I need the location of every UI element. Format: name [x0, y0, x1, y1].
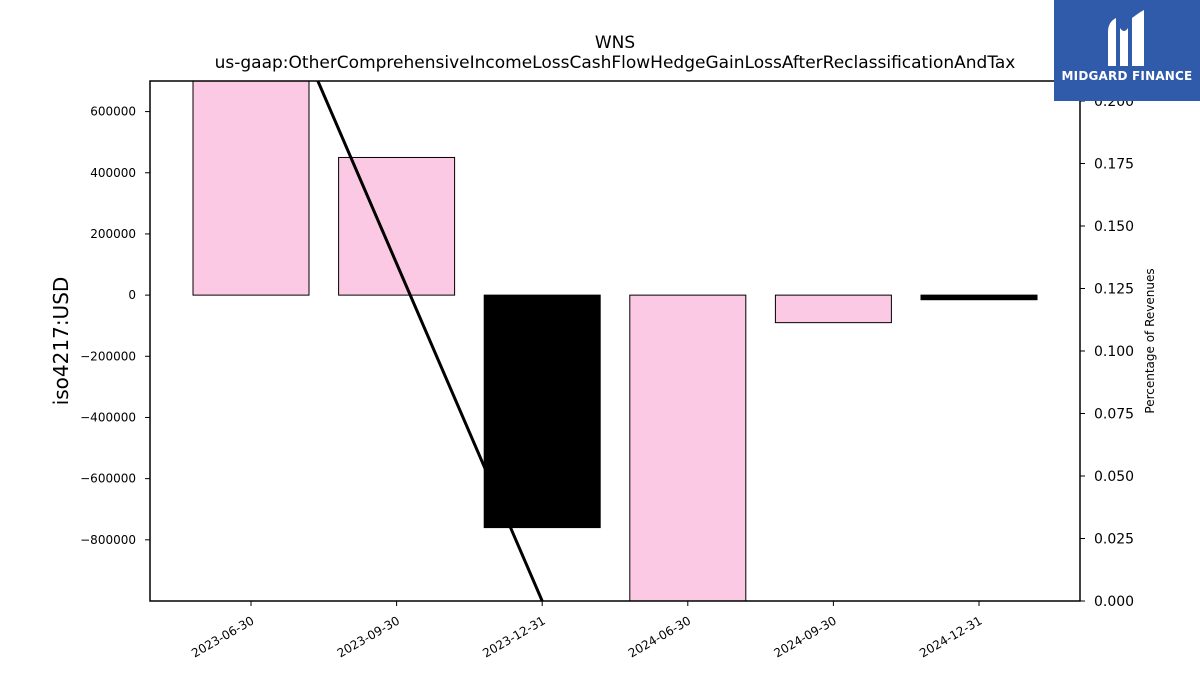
y2-tick-label: 0.025 — [1094, 532, 1134, 548]
y2-tick-label: 0.100 — [1094, 344, 1134, 360]
y2-tick-label: 0.175 — [1094, 157, 1134, 173]
plot-frame — [149, 80, 1081, 602]
y-tick-label: −400000 — [80, 410, 136, 424]
y2-tick-label: 0.000 — [1094, 594, 1134, 610]
y-tick-label: −800000 — [80, 533, 136, 547]
right-axis: 0.000 0.025 0.050 0.075 0.100 0.125 0.150 0.175… — [1080, 94, 1134, 610]
line-group — [316, 81, 544, 601]
left-axis: 600000 400000 200000 0 −200000 −400000 −600000… — [80, 105, 150, 547]
y-tick-label: 400000 — [90, 166, 136, 180]
x-tick-label: 2024-09-30 — [771, 613, 838, 660]
y-tick-label: 200000 — [90, 227, 136, 241]
x-tick-label: 2023-09-30 — [335, 613, 402, 660]
y-tick-label: 600000 — [90, 105, 136, 119]
x-tick-label: 2023-06-30 — [189, 613, 256, 660]
chart-subtitle: us-gaap:OtherComprehensiveIncomeLossCash… — [215, 53, 1016, 73]
y-tick-label: −600000 — [80, 472, 136, 486]
midgard-finance-logo: MIDGARD FINANCE — [1054, 0, 1200, 101]
bar-2024-12-31 — [920, 294, 1038, 301]
chart-title: WNS — [595, 33, 635, 53]
bars-group — [192, 81, 1038, 601]
x-tick-label: 2024-12-31 — [917, 613, 984, 660]
y-axis-label: iso4217:USD — [49, 277, 73, 406]
y2-tick-label: 0.075 — [1094, 407, 1134, 423]
bar-2024-09-30 — [774, 294, 892, 324]
x-tick-label: 2024-06-30 — [626, 613, 693, 660]
bar-2023-06-30 — [192, 81, 310, 296]
logo-text: MIDGARD FINANCE — [1061, 69, 1193, 83]
bar-2024-06-30 — [629, 294, 747, 601]
y2-tick-label: 0.050 — [1094, 469, 1134, 485]
y-tick-label: −200000 — [80, 349, 136, 363]
x-tick-label: 2023-12-31 — [480, 613, 547, 660]
midgard-logo-icon — [1108, 10, 1144, 66]
y-tick-label: 0 — [128, 288, 136, 302]
y2-axis-label: Percentage of Revenues — [1143, 268, 1157, 413]
bar-2023-09-30 — [338, 156, 456, 296]
y2-tick-label: 0.125 — [1094, 282, 1134, 298]
revenue-percentage-line — [316, 81, 544, 601]
y2-tick-label: 0.150 — [1094, 219, 1134, 235]
bar-2023-12-31 — [483, 294, 601, 529]
x-axis: 2023-06-30 2023-09-30 2023-12-31 2024-06-30… — [189, 601, 985, 660]
